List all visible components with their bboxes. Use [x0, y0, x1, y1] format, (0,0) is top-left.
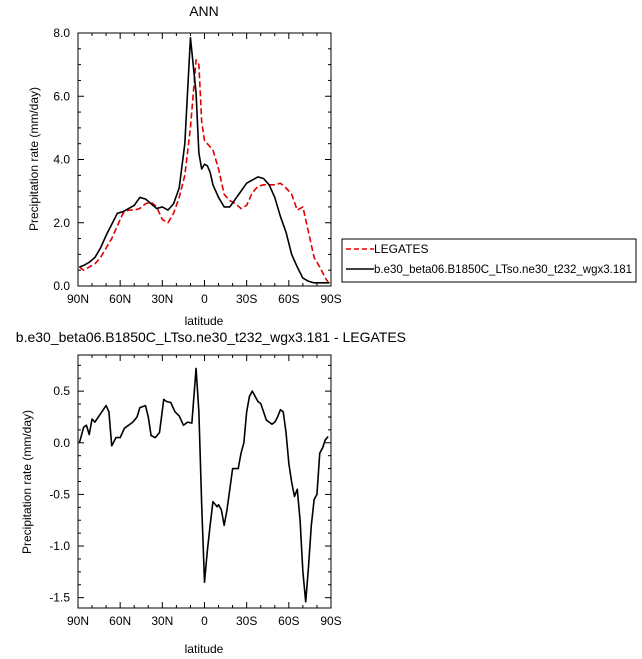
top-x-ticks: 90N 60N 30N 0 30S 60S 90S [67, 33, 342, 306]
top-y-ticks: 0.0 2.0 4.0 6.0 8.0 [53, 26, 331, 293]
bottom-y-ticks: 0.5 0.0 -0.5 -1.0 -1.5 [49, 364, 331, 605]
top-x-tick-label: 90N [67, 292, 89, 306]
bottom-x-ticks: 90N 60N 30N 0 30S 60S 90S [67, 355, 342, 628]
bottom-series-group [78, 367, 329, 603]
bottom-x-tick-label: 30N [151, 614, 173, 628]
top-x-tick-label: 30S [236, 292, 257, 306]
top-y-tick-label: 0.0 [53, 279, 70, 293]
top-plot-frame [77, 32, 332, 287]
bottom-panel: b.e30_beta06.B1850C_LTso.ne30_t232_wgx3.… [16, 329, 406, 656]
bottom-series-line-0 [78, 367, 329, 603]
top-series-group [78, 36, 331, 285]
top-title: ANN [189, 3, 219, 19]
top-x-tick-label: 30N [151, 292, 173, 306]
bottom-y-tick-label: 0.0 [53, 436, 70, 450]
bottom-x-axis-label: latitude [185, 642, 224, 656]
bottom-title: b.e30_beta06.B1850C_LTso.ne30_t232_wgx3.… [16, 329, 406, 345]
top-x-tick-label: 60N [109, 292, 131, 306]
bottom-x-tick-label: 0 [201, 614, 208, 628]
top-y-tick-label: 6.0 [53, 89, 70, 103]
bottom-x-tick-label: 90N [67, 614, 89, 628]
top-y-axis-label: Precipitation rate (mm/day) [27, 87, 41, 231]
bottom-x-tick-label: 60S [278, 614, 299, 628]
top-x-tick-label: 60S [278, 292, 299, 306]
bottom-y-tick-label: -1.5 [49, 591, 70, 605]
bottom-x-tick-label: 30S [236, 614, 257, 628]
bottom-y-axis-label: Precipitation rate (mm/day) [20, 410, 34, 554]
bottom-x-tick-label: 90S [320, 614, 341, 628]
top-series-line-0 [78, 59, 331, 285]
top-x-tick-label: 0 [201, 292, 208, 306]
top-y-tick-label: 2.0 [53, 216, 70, 230]
bottom-x-tick-label: 60N [109, 614, 131, 628]
top-y-tick-label: 4.0 [53, 153, 70, 167]
bottom-y-tick-label: 0.5 [53, 384, 70, 398]
top-y-tick-label: 8.0 [53, 26, 70, 40]
bottom-y-tick-label: -0.5 [49, 487, 70, 501]
top-x-axis-label: latitude [185, 314, 224, 328]
bottom-y-tick-label: -1.0 [49, 539, 70, 553]
legend-label-legates: LEGATES [374, 242, 428, 256]
legend-box [341, 238, 637, 283]
top-x-tick-label: 90S [320, 292, 341, 306]
legend-label-model: b.e30_beta06.B1850C_LTso.ne30_t232_wgx3.… [374, 262, 632, 276]
top-series-line-1 [79, 36, 330, 284]
legend: LEGATES b.e30_beta06.B1850C_LTso.ne30_t2… [341, 238, 637, 283]
top-panel: ANN 90N 60N 30N 0 30S 60S 90S 0.02.04.06.08.0 … [27, 3, 342, 328]
